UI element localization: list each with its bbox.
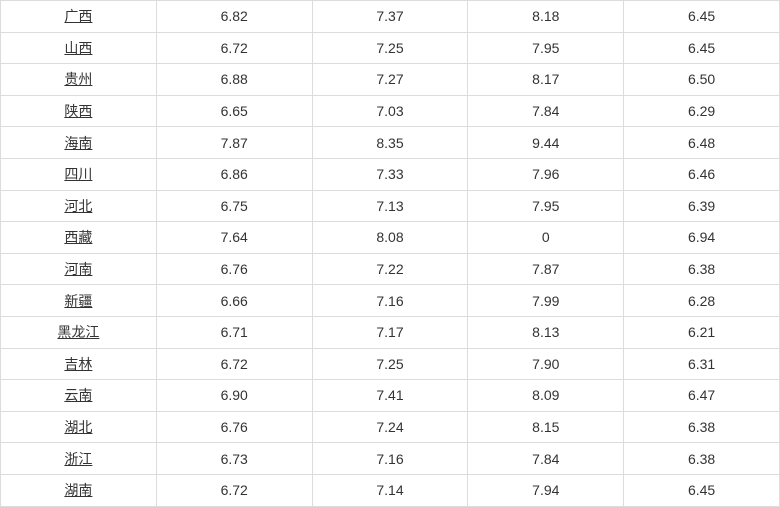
value-cell-1: 6.86 [156,158,312,190]
value-cell-3: 8.18 [468,1,624,33]
value-cell-4: 6.94 [624,222,780,254]
value-cell-1: 7.87 [156,127,312,159]
value-cell-4: 6.45 [624,474,780,506]
value-cell-4: 6.21 [624,316,780,348]
province-cell[interactable]: 黑龙江 [1,316,157,348]
value-cell-3: 8.13 [468,316,624,348]
province-cell[interactable]: 山西 [1,32,157,64]
value-cell-4: 6.45 [624,1,780,33]
value-cell-3: 7.87 [468,253,624,285]
value-cell-2: 7.03 [312,95,468,127]
province-cell[interactable]: 四川 [1,158,157,190]
value-cell-2: 8.35 [312,127,468,159]
value-cell-4: 6.50 [624,64,780,96]
value-cell-1: 6.72 [156,348,312,380]
province-cell[interactable]: 吉林 [1,348,157,380]
value-cell-1: 6.88 [156,64,312,96]
value-cell-4: 6.46 [624,158,780,190]
table-row: 吉林6.727.257.906.31 [1,348,780,380]
value-cell-1: 6.75 [156,190,312,222]
province-cell[interactable]: 湖北 [1,411,157,443]
province-cell[interactable]: 海南 [1,127,157,159]
value-cell-1: 6.65 [156,95,312,127]
value-cell-4: 6.28 [624,285,780,317]
table-row: 浙江6.737.167.846.38 [1,443,780,475]
value-cell-1: 7.64 [156,222,312,254]
value-cell-4: 6.38 [624,253,780,285]
province-cell[interactable]: 新疆 [1,285,157,317]
table-row: 贵州6.887.278.176.50 [1,64,780,96]
value-cell-3: 7.84 [468,443,624,475]
value-cell-2: 7.24 [312,411,468,443]
table-row: 广西6.827.378.186.45 [1,1,780,33]
table-row: 山西6.727.257.956.45 [1,32,780,64]
province-cell[interactable]: 广西 [1,1,157,33]
value-cell-4: 6.31 [624,348,780,380]
value-cell-3: 0 [468,222,624,254]
value-cell-2: 8.08 [312,222,468,254]
value-cell-1: 6.73 [156,443,312,475]
value-cell-3: 7.84 [468,95,624,127]
value-cell-3: 8.17 [468,64,624,96]
value-cell-1: 6.71 [156,316,312,348]
table-row: 四川6.867.337.966.46 [1,158,780,190]
value-cell-1: 6.90 [156,380,312,412]
value-cell-2: 7.27 [312,64,468,96]
value-cell-3: 7.99 [468,285,624,317]
value-cell-2: 7.25 [312,348,468,380]
value-cell-3: 7.95 [468,190,624,222]
province-cell[interactable]: 浙江 [1,443,157,475]
value-cell-1: 6.82 [156,1,312,33]
table-row: 西藏7.648.0806.94 [1,222,780,254]
table-row: 湖北6.767.248.156.38 [1,411,780,443]
province-cell[interactable]: 湖南 [1,474,157,506]
value-cell-3: 8.15 [468,411,624,443]
table-row: 河北6.757.137.956.39 [1,190,780,222]
value-cell-2: 7.22 [312,253,468,285]
table-row: 湖南6.727.147.946.45 [1,474,780,506]
value-cell-3: 7.94 [468,474,624,506]
table-row: 陕西6.657.037.846.29 [1,95,780,127]
province-cell[interactable]: 西藏 [1,222,157,254]
data-table: 广西6.827.378.186.45山西6.727.257.956.45贵州6.… [0,0,780,507]
province-cell[interactable]: 河南 [1,253,157,285]
province-cell[interactable]: 贵州 [1,64,157,96]
value-cell-4: 6.38 [624,443,780,475]
value-cell-4: 6.29 [624,95,780,127]
table-body: 广西6.827.378.186.45山西6.727.257.956.45贵州6.… [1,1,780,507]
province-cell[interactable]: 陕西 [1,95,157,127]
value-cell-1: 6.66 [156,285,312,317]
value-cell-3: 8.09 [468,380,624,412]
value-cell-2: 7.33 [312,158,468,190]
value-cell-4: 6.47 [624,380,780,412]
value-cell-4: 6.45 [624,32,780,64]
table-row: 河南6.767.227.876.38 [1,253,780,285]
value-cell-3: 7.95 [468,32,624,64]
table-row: 云南6.907.418.096.47 [1,380,780,412]
value-cell-4: 6.38 [624,411,780,443]
value-cell-2: 7.13 [312,190,468,222]
value-cell-4: 6.48 [624,127,780,159]
table-row: 黑龙江6.717.178.136.21 [1,316,780,348]
table-row: 海南7.878.359.446.48 [1,127,780,159]
value-cell-1: 6.76 [156,411,312,443]
province-cell[interactable]: 云南 [1,380,157,412]
value-cell-1: 6.72 [156,32,312,64]
value-cell-2: 7.14 [312,474,468,506]
table-row: 新疆6.667.167.996.28 [1,285,780,317]
value-cell-1: 6.72 [156,474,312,506]
value-cell-2: 7.41 [312,380,468,412]
value-cell-2: 7.17 [312,316,468,348]
value-cell-3: 7.96 [468,158,624,190]
value-cell-3: 9.44 [468,127,624,159]
value-cell-2: 7.16 [312,285,468,317]
value-cell-3: 7.90 [468,348,624,380]
value-cell-2: 7.37 [312,1,468,33]
value-cell-4: 6.39 [624,190,780,222]
province-cell[interactable]: 河北 [1,190,157,222]
value-cell-2: 7.16 [312,443,468,475]
value-cell-2: 7.25 [312,32,468,64]
value-cell-1: 6.76 [156,253,312,285]
